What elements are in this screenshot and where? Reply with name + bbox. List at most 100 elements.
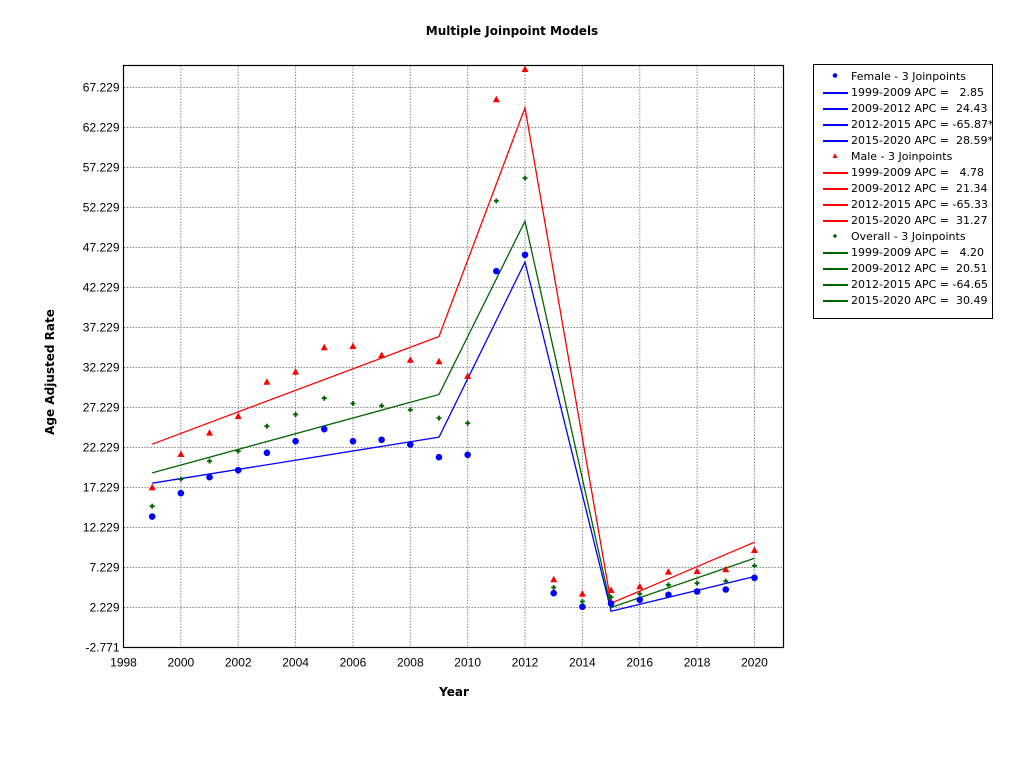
legend-circle-icon [832, 73, 838, 78]
x-tick-label: 2010 [454, 656, 481, 670]
y-tick-label: -2.771 [85, 641, 119, 655]
legend-item: 2012-2015 APC = -64.65 [814, 277, 992, 293]
legend-line-icon [823, 108, 848, 110]
data-point [751, 574, 758, 582]
legend-label: 2015-2020 APC = 28.59* [851, 134, 993, 147]
data-point [522, 175, 528, 181]
data-point [378, 351, 386, 358]
data-point [178, 476, 184, 482]
data-point [464, 372, 472, 380]
y-tick-label: 22.229 [83, 441, 120, 455]
data-point [521, 251, 529, 259]
y-tick-label: 27.229 [83, 401, 120, 415]
legend-label: 2012-2015 APC = -64.65 [851, 278, 988, 291]
legend-label: 2009-2012 APC = 24.43 [851, 102, 988, 115]
legend-line-icon [823, 172, 848, 174]
data-point [636, 582, 644, 590]
data-point [693, 567, 701, 574]
data-point [694, 580, 700, 586]
data-point [207, 458, 213, 464]
data-point [321, 395, 327, 401]
data-point [435, 357, 443, 365]
data-point [578, 590, 586, 597]
legend-label: 1999-2009 APC = 2.85 [851, 86, 984, 99]
data-point [177, 489, 185, 497]
data-point [436, 415, 442, 421]
legend: Female - 3 Joinpoints 1999-2009 APC = 2.8… [813, 64, 993, 319]
legend-line-icon [823, 252, 848, 254]
legend-item: Male - 3 Joinpoints [814, 149, 992, 165]
legend-label: 1999-2009 APC = 4.20 [851, 246, 984, 259]
data-point [234, 412, 242, 420]
legend-label: Female - 3 Joinpoints [851, 70, 967, 83]
data-point [607, 586, 615, 594]
fit-line [152, 219, 755, 609]
data-point [350, 400, 356, 406]
data-point [235, 448, 241, 454]
y-tick-label: 37.229 [83, 321, 120, 335]
data-point [722, 565, 730, 573]
legend-item: 2015-2020 APC = 30.49 [814, 293, 992, 309]
data-point [750, 546, 758, 554]
legend-triangle-icon [832, 153, 838, 158]
data-point [637, 591, 643, 597]
legend-label: 2012-2015 APC = -65.87* [851, 118, 994, 131]
legend-item: 2015-2020 APC = 31.27 [814, 213, 992, 229]
data-point [206, 429, 214, 436]
legend-line-icon [823, 188, 848, 190]
data-point [234, 466, 242, 474]
data-point [407, 441, 414, 448]
data-point [723, 578, 729, 584]
legend-label: 2015-2020 APC = 31.27 [851, 214, 988, 227]
legend-item: 2009-2012 APC = 21.34 [814, 181, 992, 197]
fit-lines [151, 105, 755, 612]
data-point [263, 378, 271, 385]
x-axis-ticks: 1998 2000 2002 2004 2006 2008 2010 2012 2014 2016… [110, 656, 768, 670]
legend-line-icon [823, 140, 848, 142]
data-point [550, 589, 557, 597]
legend-label: 2009-2012 APC = 21.34 [851, 182, 988, 195]
data-point [148, 483, 156, 491]
legend-item: 2015-2020 APC = 28.59* [814, 133, 993, 149]
data-point [148, 513, 156, 520]
data-point [149, 503, 155, 509]
y-tick-label: 57.229 [83, 161, 120, 175]
x-tick-label: 2012 [512, 656, 539, 670]
legend-item: Female - 3 Joinpoints [814, 69, 992, 85]
data-point [320, 343, 328, 351]
legend-item: 2009-2012 APC = 20.51 [814, 261, 992, 277]
y-tick-label: 42.229 [83, 281, 120, 295]
data-point [320, 425, 328, 433]
y-tick-label: 52.229 [83, 201, 120, 215]
legend-line-icon [823, 204, 848, 206]
data-point [493, 198, 499, 204]
gridlines [123, 65, 784, 648]
legend-item: 1999-2009 APC = 4.20 [814, 245, 992, 261]
legend-line-icon [823, 284, 848, 286]
x-tick-label: 2006 [340, 656, 367, 670]
legend-line-icon [823, 300, 848, 302]
data-point [349, 437, 357, 445]
data-point [550, 575, 558, 583]
data-point [263, 449, 271, 457]
data-point [492, 95, 500, 103]
data-point [608, 594, 614, 600]
legend-item: 1999-2009 APC = 4.78 [814, 165, 992, 181]
plot-frame [122, 64, 785, 649]
data-point [665, 582, 671, 588]
data-point [664, 568, 672, 575]
fit-line [152, 260, 755, 612]
data-point [293, 412, 299, 418]
x-tick-label: 2014 [569, 656, 596, 670]
data-point [264, 423, 270, 429]
y-tick-label: 47.229 [83, 241, 120, 255]
data-point [407, 407, 413, 413]
data-point [349, 342, 357, 350]
legend-item: 2012-2015 APC = -65.87* [814, 117, 994, 133]
x-tick-label: 2018 [684, 656, 711, 670]
observed-points [148, 65, 758, 611]
legend-plus-icon [833, 234, 837, 238]
x-tick-label: 2020 [741, 656, 768, 670]
data-point [551, 584, 557, 590]
